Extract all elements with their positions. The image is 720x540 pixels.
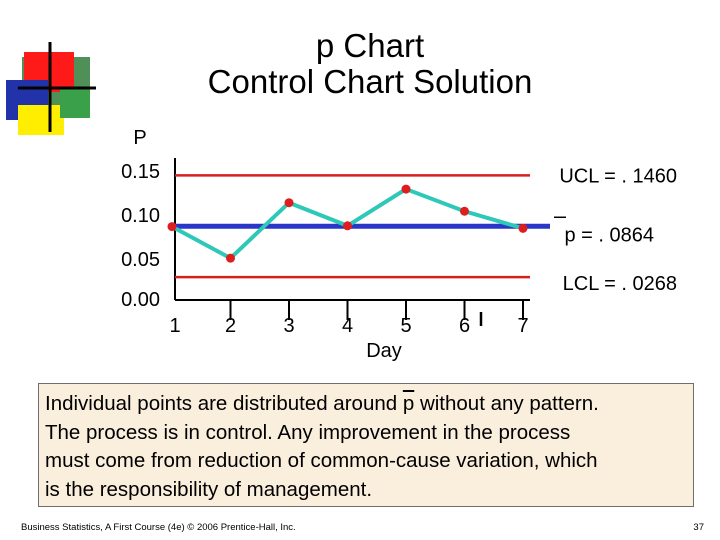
caption-line-1-pre: Individual points are distributed around bbox=[45, 392, 403, 415]
y-tick-label-0.05: 0.05 bbox=[121, 249, 160, 271]
data-point-day-5 bbox=[401, 184, 411, 194]
x-tick-label-7: 7 bbox=[517, 315, 528, 337]
footer-copyright: Business Statistics, A First Course (4e)… bbox=[21, 522, 296, 533]
data-point-day-1 bbox=[167, 222, 177, 232]
y-tick-label-0.00: 0.00 bbox=[121, 289, 160, 311]
slide-title-line1: p Chart bbox=[315, 27, 425, 64]
x-axis-title: Day bbox=[366, 340, 402, 362]
caption-line-3: must come from reduction of common-cause… bbox=[45, 449, 598, 472]
caption-line-2: The process is in control. Any improveme… bbox=[45, 420, 571, 444]
x-tick-label-3: 3 bbox=[283, 315, 294, 337]
y-tick-label-0.15: 0.15 bbox=[121, 161, 160, 183]
page-number: 37 bbox=[693, 522, 704, 533]
data-point-day-2 bbox=[226, 253, 235, 263]
data-point-day-7 bbox=[518, 223, 528, 233]
x-tick-label-1: 1 bbox=[169, 315, 180, 337]
decorative-logo bbox=[6, 42, 96, 135]
caption-line-1: Individual points are distributed around… bbox=[45, 390, 687, 419]
caption-line-1-post: without any pattern. bbox=[414, 392, 599, 415]
y-tick-label-0.10: 0.10 bbox=[121, 205, 160, 227]
conclusion-box: Individual points are distributed around… bbox=[38, 383, 694, 507]
x-tick-label-4: 4 bbox=[342, 315, 353, 337]
p-control-chart: P 0.15 0.10 0.05 0.00 1 2 3 4 5 6 7 Day UCL = . 1460 p… bbox=[121, 127, 677, 362]
center-line-label: p = . 0864 bbox=[564, 224, 654, 246]
caption-line-4: is the responsibility of management. bbox=[45, 477, 373, 501]
ucl-label: UCL = . 1460 bbox=[559, 165, 677, 187]
slide-title-line2: Control Chart Solution bbox=[207, 63, 533, 100]
data-point-day-4 bbox=[343, 221, 352, 231]
x-tick-label-5: 5 bbox=[400, 315, 411, 337]
caption-pbar: p bbox=[402, 392, 415, 415]
data-point-day-6 bbox=[460, 206, 469, 216]
x-tick-label-2: 2 bbox=[225, 315, 236, 337]
y-axis-title: P bbox=[133, 127, 146, 149]
data-point-day-3 bbox=[284, 198, 294, 208]
lcl-label: LCL = . 0268 bbox=[563, 273, 677, 295]
x-tick-label-6: 6 bbox=[459, 315, 470, 337]
